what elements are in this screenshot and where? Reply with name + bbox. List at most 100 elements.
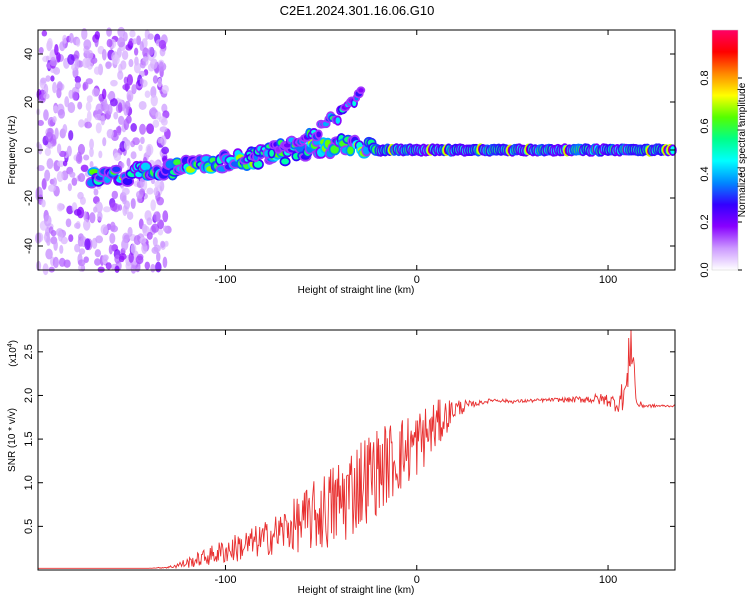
noise-blob (126, 74, 134, 86)
noise-blob (155, 111, 162, 120)
noise-blob (154, 180, 161, 189)
noise-blob (82, 219, 91, 231)
colorbar-frame (711, 29, 739, 271)
noise-blob (69, 171, 76, 178)
noise-blob (113, 152, 122, 161)
noise-blob (147, 33, 154, 40)
spectrogram-y-tick-label: -40 (23, 238, 35, 254)
noise-blob (81, 28, 88, 40)
noise-blob (56, 171, 64, 183)
noise-blob (83, 154, 90, 161)
noise-blob (35, 260, 42, 271)
noise-blob (123, 118, 130, 131)
noise-blob (77, 143, 85, 155)
noise-blob (159, 126, 168, 133)
noise-blob (49, 59, 58, 67)
noise-blob (50, 75, 55, 82)
noise-blob (152, 119, 160, 128)
noise-blob (144, 90, 151, 98)
noise-blob (66, 205, 74, 215)
noise-blob (128, 252, 134, 263)
noise-blob (94, 113, 102, 121)
noise-blob (91, 87, 100, 97)
spectrogram-y-axis-label: Frequency (Hz) (7, 116, 18, 185)
noise-blob (158, 61, 164, 72)
snr-x-axis-label: Height of straight line (km) (298, 585, 415, 596)
noise-blob (67, 53, 75, 65)
noise-blob (83, 211, 88, 222)
noise-blob (117, 102, 123, 113)
noise-blob (128, 59, 134, 68)
noise-blob (68, 130, 74, 141)
noise-blob (107, 103, 113, 116)
noise-blob (131, 84, 137, 95)
noise-blob (52, 81, 57, 94)
trace-blob (173, 159, 181, 166)
noise-blob (57, 229, 63, 242)
noise-blob (94, 31, 101, 40)
noise-blob (102, 137, 107, 147)
noise-blob (74, 243, 81, 253)
noise-blob (146, 231, 153, 240)
noise-blob (45, 248, 53, 260)
noise-blob (162, 256, 168, 268)
snr-y-tick-label: 2.5 (23, 344, 35, 359)
noise-blob (154, 261, 162, 273)
noise-blob (47, 184, 56, 192)
trace-blob (122, 177, 133, 186)
noise-blob (146, 217, 153, 226)
noise-blob (77, 173, 86, 183)
noise-blob (150, 199, 156, 211)
snr-line (38, 329, 676, 570)
noise-blob (130, 264, 137, 274)
noise-blob (146, 123, 154, 135)
noise-blob (106, 27, 112, 37)
noise-blob (78, 119, 85, 128)
noise-blob (85, 101, 92, 112)
noise-blob (160, 240, 166, 248)
snr-x-tick-label: 0 (414, 574, 420, 586)
noise-blob (107, 92, 115, 100)
noise-blob (161, 146, 170, 155)
spectrogram-y-tick-label: 20 (23, 96, 35, 108)
noise-blob (40, 77, 47, 84)
noise-blob (138, 144, 143, 152)
noise-blob (47, 127, 54, 137)
noise-blob (98, 150, 103, 159)
noise-blob (152, 236, 158, 247)
noise-blob (126, 157, 131, 167)
noise-blob (46, 158, 54, 170)
noise-blob (144, 261, 151, 270)
noise-blob (89, 147, 94, 158)
snr-y-tick-label: 1.5 (23, 431, 35, 446)
noise-blob (110, 225, 119, 233)
noise-blob (56, 81, 63, 92)
snr-y-tick-label: 0.5 (23, 519, 35, 534)
trace-blob (269, 149, 274, 157)
trace-blob (330, 145, 339, 154)
noise-blob (52, 177, 58, 187)
colorbar-tick-label: 0.2 (699, 214, 711, 229)
noise-blob (157, 228, 164, 236)
noise-blob (130, 243, 137, 255)
noise-blob (52, 256, 59, 269)
spectrogram-y-tick-label: -20 (23, 190, 35, 206)
noise-blob (53, 239, 58, 251)
colorbar-ticks: 0.0 0.2 0.4 0.6 0.8 (699, 70, 742, 278)
noise-blob (102, 254, 109, 261)
noise-blob (52, 116, 57, 123)
noise-blob (72, 91, 79, 101)
noise-blob (95, 122, 102, 134)
noise-blob (43, 109, 49, 121)
noise-blob (64, 96, 70, 108)
noise-blob (71, 177, 78, 186)
noise-blob (126, 90, 134, 102)
noise-blob (120, 60, 127, 70)
spectrogram-panel: -100 0 100 -40 -20 0 20 40 Height of straight … (7, 26, 677, 296)
noise-blob (146, 187, 154, 195)
noise-blob (80, 164, 89, 172)
noise-blob (85, 78, 94, 85)
noise-blob (48, 226, 54, 234)
noise-blob (44, 147, 52, 157)
